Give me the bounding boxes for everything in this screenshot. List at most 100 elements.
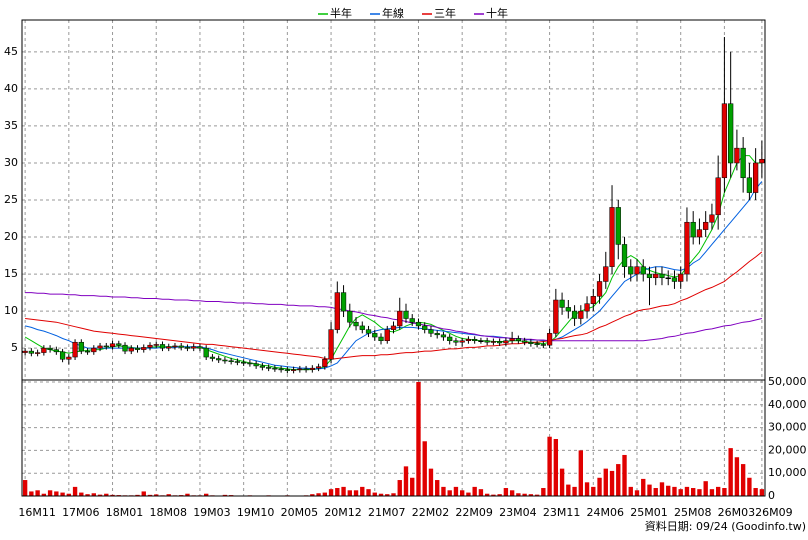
candle-body (703, 221, 709, 230)
x-tick-label: 25M01 (630, 506, 668, 519)
volume-bar (622, 454, 627, 496)
volume-bar (566, 484, 571, 496)
candle-body (740, 147, 746, 179)
candle-body (222, 359, 228, 362)
volume-bar (47, 490, 53, 496)
candle-body (422, 325, 428, 330)
volume-bar (422, 441, 427, 496)
candle-body (109, 343, 116, 347)
x-tick-label: 26M09 (755, 506, 793, 519)
volume-bar (609, 470, 615, 496)
candle-body (472, 339, 478, 341)
volume-bar (541, 488, 546, 496)
y-tick-label: 25 (4, 193, 18, 206)
volume-bar (35, 490, 40, 496)
candle-body (565, 307, 571, 312)
volume-bar (516, 493, 521, 496)
x-tick-label: 23M04 (499, 506, 537, 519)
x-tick-label: 26M03 (718, 506, 756, 519)
candle-body (290, 369, 297, 371)
volume-bar (659, 482, 665, 496)
volume-bar (366, 489, 371, 496)
volume-bar (591, 486, 596, 496)
x-tick-label: 17M06 (62, 506, 100, 519)
candle-body (440, 334, 447, 338)
y2-tick-label: 40,000 (768, 398, 807, 411)
volume-bar (491, 494, 496, 496)
candle-body (484, 340, 490, 343)
candle-body (734, 147, 740, 164)
volume-bar (684, 486, 690, 496)
volume-bar (328, 489, 334, 496)
y2-tick-label: 10,000 (768, 466, 807, 479)
volume-bar (503, 488, 509, 496)
volume-bar (641, 478, 646, 496)
volume-bar (360, 486, 365, 496)
candle-body (634, 266, 640, 275)
candle-body (590, 296, 596, 304)
volume-bar (497, 494, 502, 496)
volume-bar (740, 464, 746, 496)
volume-bar (466, 492, 471, 496)
ma-line (25, 292, 763, 342)
volume-bar (385, 494, 390, 496)
y2-tick-label: 20,000 (768, 443, 807, 456)
candle-body (172, 345, 178, 348)
volume-bar (678, 489, 683, 496)
candle-body (59, 351, 66, 360)
candle-body (584, 303, 590, 312)
candle-body (409, 318, 415, 323)
legend-label: 年線 (382, 6, 404, 20)
volume-bar (378, 493, 384, 496)
volume-bar (441, 486, 446, 496)
volume-bar (66, 493, 72, 496)
x-tick-label: 25M08 (674, 506, 712, 519)
volume-bar (634, 490, 640, 496)
candle-body (253, 363, 259, 367)
candle-body (247, 362, 253, 365)
candle-body (596, 281, 603, 297)
volume-bar (391, 493, 396, 496)
volume-bar (141, 491, 146, 496)
candle-body (372, 333, 378, 338)
candle-body (128, 347, 134, 352)
candle-body (397, 310, 403, 327)
candle-body (434, 333, 440, 336)
candle-body (340, 292, 347, 312)
ma-line (25, 251, 763, 360)
candle-body (266, 367, 272, 369)
candle-body (571, 310, 578, 319)
volume-bar (110, 494, 115, 496)
candle-body (134, 347, 141, 350)
candle-body (278, 368, 284, 371)
x-tick-label: 16M11 (18, 506, 56, 519)
candle-body (91, 347, 97, 353)
candle-body (753, 162, 759, 193)
x-tick-label: 19M10 (237, 506, 275, 519)
x-tick-label: 22M09 (455, 506, 493, 519)
candle-body (759, 159, 765, 164)
volume-bar (347, 490, 352, 496)
volume-bar (553, 439, 559, 496)
volume-bar (403, 466, 409, 496)
candle-body (665, 277, 671, 280)
candle-body (640, 266, 646, 275)
candle-body (78, 341, 84, 352)
candle-body (347, 310, 353, 323)
candle-body (84, 350, 91, 353)
volume-bar (154, 494, 159, 496)
volume-bar (310, 494, 315, 496)
candle-body (303, 368, 309, 371)
volume-bar (584, 482, 590, 496)
candle-body (209, 356, 216, 359)
volume-bar (147, 494, 153, 496)
candle-body (621, 244, 628, 267)
volume-bar (166, 494, 171, 496)
volume-bar (753, 488, 758, 496)
volume-bar (416, 382, 421, 496)
candle-body (428, 329, 434, 334)
volume-bar (734, 457, 740, 496)
y-tick-label: 15 (4, 267, 18, 280)
volume-bar (547, 436, 552, 496)
candle-body (534, 343, 540, 345)
